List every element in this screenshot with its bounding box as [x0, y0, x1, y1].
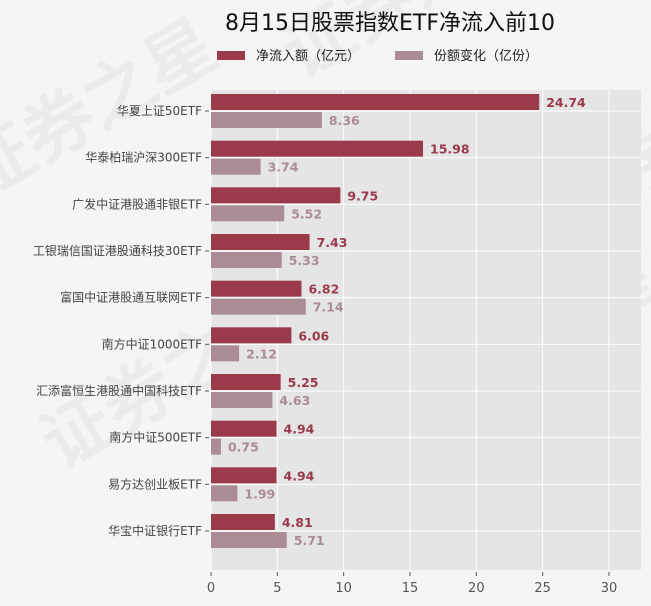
bar-net-inflow [211, 467, 277, 484]
data-label-share-change: 5.52 [291, 206, 322, 221]
data-label-share-change: 2.12 [246, 346, 277, 361]
category-label: 华夏上证50ETF [117, 104, 202, 118]
legend-swatch-net-inflow [217, 51, 245, 60]
data-label-share-change: 5.33 [289, 253, 320, 268]
bar-share-change [211, 392, 273, 408]
bar-net-inflow [211, 280, 302, 297]
x-tick-label: 25 [534, 581, 551, 596]
x-tick-label: 10 [335, 581, 352, 596]
bar-share-change [211, 252, 282, 268]
chart-title: 8月15日股票指数ETF净流入前10 [225, 11, 555, 36]
bar-share-change [211, 345, 240, 362]
data-label-net-inflow: 9.75 [347, 188, 378, 203]
x-tick-label: 30 [601, 581, 618, 596]
bar-share-change [211, 485, 238, 502]
legend-label-share-change: 份额变化（亿份） [434, 48, 538, 64]
bar-net-inflow [211, 374, 281, 390]
data-label-net-inflow: 4.81 [282, 515, 313, 530]
data-label-net-inflow: 4.94 [284, 468, 315, 483]
x-tick-label: 15 [402, 581, 419, 596]
bar-share-change [211, 158, 261, 175]
bar-net-inflow [211, 94, 540, 110]
data-label-net-inflow: 6.06 [298, 328, 329, 343]
data-label-share-change: 3.74 [268, 160, 299, 175]
category-label: 工银瑞信国证港股通科技30ETF [33, 244, 202, 258]
data-label-share-change: 4.63 [279, 393, 310, 408]
bar-share-change [211, 112, 322, 128]
category-label: 易方达创业板ETF [108, 476, 202, 491]
category-label: 华宝中证银行ETF [108, 523, 202, 538]
gridlines [210, 90, 641, 570]
data-label-share-change: 7.14 [313, 300, 344, 315]
bar-share-change [211, 438, 221, 455]
axes: 0 5 10 15 20 25 30 华夏上证50ETF 华泰柏瑞沪深300ETF 广发中证港股通… [33, 104, 617, 596]
bar-net-inflow [211, 420, 277, 437]
category-label: 南方中证500ETF [109, 430, 202, 445]
legend-label-net-inflow: 净流入额（亿元） [256, 49, 360, 64]
data-label-share-change: 1.99 [244, 486, 275, 501]
data-label-net-inflow: 5.25 [288, 375, 319, 390]
bar-share-change [211, 298, 306, 315]
legend-swatch-share-change [395, 51, 423, 60]
category-label: 南方中证1000ETF [102, 336, 202, 351]
data-label-net-inflow: 15.98 [430, 142, 470, 157]
x-tick-label: 5 [273, 581, 281, 596]
x-tick-label: 0 [207, 581, 215, 596]
legend: 净流入额（亿元） 份额变化（亿份） [217, 48, 538, 64]
bar-net-inflow [211, 327, 292, 344]
data-label-net-inflow: 4.94 [284, 422, 315, 437]
data-label-share-change: 0.75 [228, 440, 259, 455]
bar-share-change [211, 205, 285, 222]
category-label: 华泰柏瑞沪深300ETF [85, 150, 202, 165]
data-label-net-inflow: 7.43 [317, 235, 348, 250]
category-label: 广发中证港股通非银ETF [72, 196, 202, 211]
data-label-net-inflow: 6.82 [308, 282, 339, 297]
bar-net-inflow [211, 187, 341, 204]
bars: 24.74 8.36 15.98 3.74 9.75 5.52 7.43 5.33 6.82 7.… [211, 94, 586, 548]
category-label: 汇添富恒生港股通中国科技ETF [36, 383, 202, 398]
data-label-share-change: 8.36 [329, 113, 360, 128]
data-label-net-inflow: 24.74 [546, 95, 586, 110]
data-label-share-change: 5.71 [294, 533, 325, 548]
category-label: 富国中证港股通互联网ETF [60, 290, 202, 305]
bar-net-inflow [211, 140, 424, 157]
x-tick-label: 20 [468, 581, 485, 596]
bar-net-inflow [211, 234, 310, 250]
bar-share-change [211, 532, 287, 548]
bar-net-inflow [211, 514, 275, 530]
